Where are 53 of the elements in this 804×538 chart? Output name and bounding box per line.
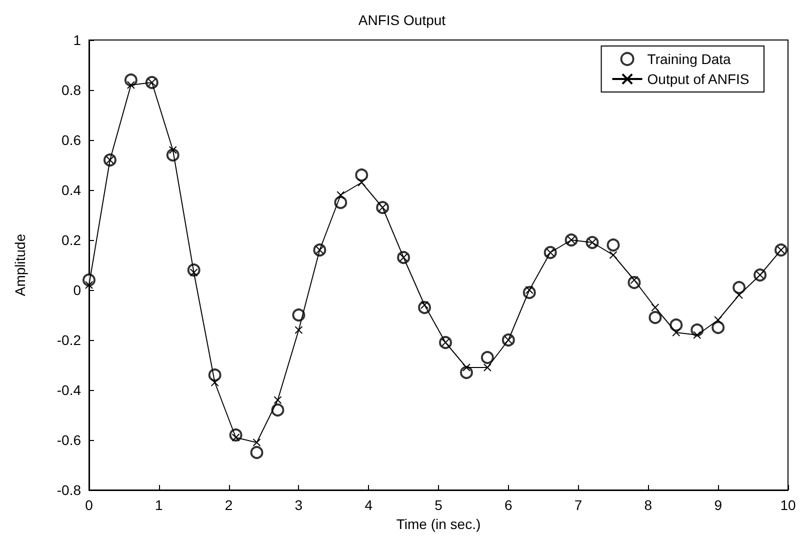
point xyxy=(168,146,177,154)
y-tick-label: -0.8 xyxy=(56,482,82,498)
legend-label: Output of ANFIS xyxy=(647,71,750,87)
x-tick-label: 0 xyxy=(85,497,94,513)
y-tick-label: 1 xyxy=(73,32,82,48)
y-tick-label: 0.4 xyxy=(62,182,82,198)
point xyxy=(292,308,306,322)
point xyxy=(126,81,135,89)
legend-label: Training Data xyxy=(647,51,732,67)
point xyxy=(672,328,680,336)
x-tick-label: 7 xyxy=(574,497,582,513)
point xyxy=(609,251,618,259)
point xyxy=(210,378,219,386)
x-tick-label: 4 xyxy=(364,497,373,513)
point xyxy=(651,304,660,312)
y-tick-label: -0.4 xyxy=(56,382,82,398)
point xyxy=(693,331,702,339)
y-tick-label: -0.6 xyxy=(56,432,82,448)
chart-title: ANFIS Output xyxy=(358,12,446,28)
point xyxy=(712,321,725,334)
point xyxy=(735,291,744,299)
y-tick-label: -0.2 xyxy=(56,332,82,348)
y-axis-title: Amplitude xyxy=(12,234,28,296)
x-tick-label: 6 xyxy=(504,497,512,513)
y-tick-label: 0.8 xyxy=(62,82,82,98)
x-axis-title: Time (in sec.) xyxy=(396,516,481,532)
x-tick-label: 9 xyxy=(714,497,722,513)
x-tick-label: 1 xyxy=(155,497,163,513)
point xyxy=(250,446,264,459)
point xyxy=(336,191,345,199)
point xyxy=(358,178,366,186)
point xyxy=(480,351,494,364)
point xyxy=(670,318,683,332)
point xyxy=(271,404,284,416)
point xyxy=(606,238,620,252)
point xyxy=(85,281,93,289)
point xyxy=(483,364,492,372)
y-tick-label: 0.2 xyxy=(62,232,82,248)
point xyxy=(252,438,261,446)
point xyxy=(648,311,662,324)
x-tick-label: 8 xyxy=(644,497,652,513)
point xyxy=(462,364,470,372)
point xyxy=(274,396,282,404)
y-tick-label: 0 xyxy=(73,282,82,298)
x-tick-label: 3 xyxy=(294,497,303,513)
x-tick-label: 2 xyxy=(224,497,233,513)
point xyxy=(355,168,368,182)
x-tick-label: 10 xyxy=(780,497,796,513)
point xyxy=(294,326,303,334)
y-tick-label: 0.6 xyxy=(62,132,82,148)
point xyxy=(732,281,746,294)
point xyxy=(714,316,722,324)
x-tick-label: 5 xyxy=(434,497,443,513)
